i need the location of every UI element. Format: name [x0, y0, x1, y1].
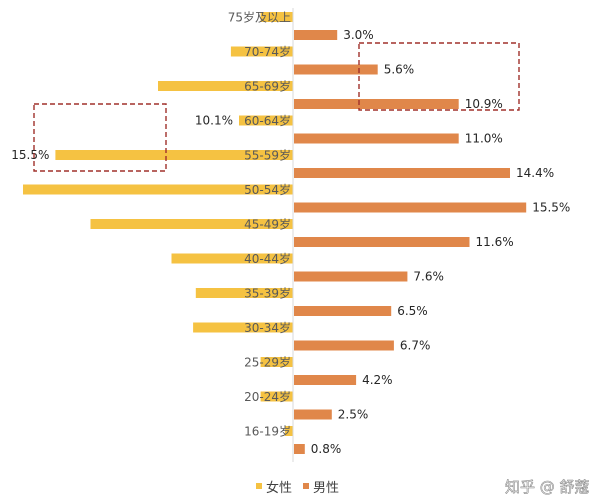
- bar-female-1: [230, 46, 293, 57]
- bar-female-10: [260, 357, 293, 367]
- category-label-5: 50-54岁: [244, 182, 291, 197]
- bar-male-0: [294, 30, 338, 40]
- bar-male-12: [294, 444, 305, 454]
- category-label-4: 55-59岁: [244, 148, 291, 163]
- data-label-male-8: 6.5%: [397, 304, 428, 318]
- data-label-male-4: 14.4%: [516, 166, 554, 180]
- bar-female-12: [284, 426, 293, 436]
- legend: 女性 男性: [256, 480, 339, 496]
- category-label-9: 30-34岁: [244, 320, 291, 335]
- bar-female-7: [171, 253, 293, 264]
- bar-male-4: [294, 168, 510, 178]
- data-label-male-5: 15.5%: [532, 201, 570, 215]
- bar-male-9: [294, 340, 394, 351]
- data-label-male-12: 0.8%: [311, 442, 342, 456]
- bar-male-2: [294, 99, 459, 109]
- labels-layer: 75岁及以上 3.0% 70-74岁 5.6% 65-69岁 10.9% 60-64岁 11.…: [11, 10, 570, 457]
- bar-female-6: [90, 219, 293, 229]
- category-label-10: 25-29岁: [244, 355, 291, 370]
- legend-swatch-male: [303, 483, 309, 489]
- category-label-11: 20-24岁: [244, 389, 291, 404]
- bar-male-3: [294, 133, 459, 144]
- highlight-box-female: [33, 103, 167, 172]
- legend-label-male: 男性: [313, 481, 339, 496]
- data-label-male-10: 4.2%: [362, 373, 393, 387]
- data-label-male-7: 7.6%: [413, 270, 444, 284]
- bar-male-5: [294, 202, 527, 213]
- category-label-0: 75岁及以上: [228, 10, 291, 25]
- category-label-3: 60-64岁: [244, 113, 291, 128]
- category-label-7: 40-44岁: [244, 251, 291, 266]
- data-label-male-2: 10.9%: [465, 97, 503, 111]
- data-label-female-3: 10.1%: [195, 114, 233, 128]
- bar-male-10: [294, 375, 357, 385]
- category-label-8: 35-39岁: [244, 286, 291, 301]
- bar-male-1: [294, 64, 378, 75]
- bar-female-9: [193, 322, 293, 333]
- data-label-male-11: 2.5%: [338, 408, 369, 422]
- bar-female-3: [239, 115, 293, 126]
- data-label-male-9: 6.7%: [400, 339, 431, 353]
- bar-male-7: [294, 271, 408, 282]
- bar-female-5: [23, 184, 293, 195]
- category-label-6: 45-49岁: [244, 217, 291, 232]
- bar-female-4: [55, 150, 294, 160]
- bar-male-6: [294, 237, 470, 247]
- bar-female-8: [195, 288, 293, 298]
- watermark: 知乎 @ 舒蔻: [505, 478, 590, 496]
- data-label-male-3: 11.0%: [465, 132, 503, 146]
- category-label-1: 70-74岁: [244, 44, 291, 59]
- bar-male-11: [294, 409, 332, 420]
- category-label-12: 16-19岁: [244, 424, 291, 439]
- legend-swatch-female: [256, 483, 262, 489]
- bars-layer: [23, 12, 527, 454]
- data-label-male-0: 3.0%: [343, 28, 374, 42]
- data-label-male-1: 5.6%: [384, 63, 415, 77]
- bar-male-8: [294, 306, 392, 316]
- bar-female-11: [260, 391, 293, 402]
- data-label-male-6: 11.6%: [476, 235, 514, 249]
- highlight-box-male: [358, 42, 520, 111]
- category-label-2: 65-69岁: [244, 79, 291, 94]
- bar-female-0: [260, 12, 293, 22]
- legend-label-female: 女性: [266, 480, 292, 496]
- bar-female-2: [158, 81, 293, 91]
- data-label-female-4: 15.5%: [11, 148, 49, 162]
